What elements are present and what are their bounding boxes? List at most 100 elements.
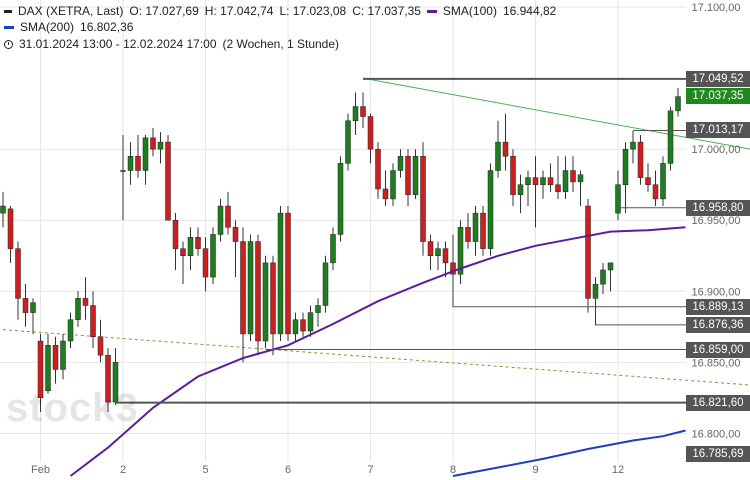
candle-body (570, 170, 576, 183)
candle-body (495, 141, 501, 171)
candle-body (352, 106, 359, 122)
candle-body (562, 170, 569, 193)
legend-open: O: 17.027,69 (129, 4, 199, 18)
candle-body (675, 96, 681, 112)
candle-body (187, 237, 194, 257)
candle-body (607, 262, 614, 271)
candle-body (67, 319, 74, 342)
candle-body (360, 106, 366, 117)
candle-body (367, 116, 374, 150)
candle-body (502, 141, 509, 157)
legend-instrument: DAX (XETRA, Last) (18, 4, 124, 18)
candle-body (315, 305, 321, 313)
candle-body (210, 234, 216, 278)
candle-body (37, 340, 44, 399)
candle-body (465, 227, 471, 242)
candle-body (52, 345, 59, 370)
candle-body (7, 208, 14, 249)
candle-body (262, 262, 269, 342)
level-price-tag: 17.013,17 (686, 122, 750, 139)
candle-body (540, 177, 546, 185)
candle-body (442, 248, 449, 264)
candle-body (307, 312, 314, 332)
candle-body (105, 354, 111, 403)
candle-body (157, 141, 164, 150)
candle-body (232, 227, 239, 242)
candle-body (75, 298, 81, 320)
candle-body (217, 205, 224, 235)
level-price-tag: 16.958,80 (686, 199, 750, 216)
x-tick-label: 7 (367, 464, 373, 476)
candle-body (577, 174, 584, 183)
candle-body (637, 141, 644, 178)
candle-body (240, 241, 246, 335)
legend-period-row: 31.01.2024 13:00 - 12.02.2024 17:00 (2 W… (4, 37, 345, 51)
candle-body (345, 120, 351, 164)
level-price-tag: 16.821,60 (686, 394, 750, 411)
candle-body (667, 110, 674, 164)
candle-body (172, 219, 179, 249)
candle-body (405, 156, 411, 195)
legend-period-note: (2 Wochen, 1 Stunde) (222, 37, 340, 51)
candle-body (532, 177, 539, 185)
candle-body (645, 177, 651, 185)
candle-body (322, 262, 329, 306)
y-tick-label: 17.100,00 (692, 2, 741, 14)
candle-body (97, 336, 104, 356)
x-tick-label: 8 (450, 464, 456, 476)
candle-body (90, 305, 96, 338)
candle-body (412, 156, 419, 195)
candle-body (180, 248, 186, 257)
candle-body (300, 319, 306, 332)
legend-sma100-value: 16.944,82 (502, 4, 557, 18)
candle-body (457, 227, 464, 275)
candle-body (615, 184, 621, 214)
candle-body (660, 163, 666, 200)
candle-body (45, 345, 51, 391)
level-price-tag: 16.859,00 (686, 341, 750, 358)
candle-body (480, 212, 486, 249)
level-price-tag: 17.049,52 (686, 70, 750, 87)
candle-body (435, 248, 441, 257)
candle-body (15, 248, 21, 299)
candle-body (127, 156, 134, 171)
candle-body (60, 340, 66, 370)
sma100-line-icon (426, 9, 437, 13)
candle-body (225, 205, 231, 228)
candle-body (630, 141, 636, 150)
level-price-tag: 16.876,36 (686, 316, 750, 333)
candle-body (330, 234, 336, 264)
candle-body (525, 177, 531, 185)
legend-sma100-name: SMA(100) (442, 4, 497, 18)
legend-sma200-row: SMA(200) 16.802,36 (4, 20, 139, 34)
y-tick-label: 16.800,00 (692, 428, 741, 440)
candle-body (255, 241, 261, 342)
candle-body (555, 184, 561, 193)
instrument-line-icon (4, 9, 12, 13)
candle-body (517, 184, 524, 195)
candle-body (165, 141, 171, 221)
candle-body (600, 269, 606, 285)
candle-body (120, 170, 126, 172)
sma100-line (69, 226, 686, 477)
clock-icon (4, 39, 13, 49)
x-tick-label: 2 (120, 464, 126, 476)
legend-close: C: 17.037,35 (352, 4, 421, 18)
candle-body (487, 170, 494, 249)
candle-body (592, 283, 599, 299)
candle-body (270, 262, 276, 335)
candle-body (420, 156, 426, 242)
x-tick-label: 5 (202, 464, 208, 476)
level-price-tag: 16.889,13 (686, 298, 750, 315)
candle-body (652, 184, 659, 200)
y-tick-label: 17.000,00 (692, 144, 741, 156)
legend-high: H: 17.042,74 (204, 4, 274, 18)
candle-body (277, 212, 284, 335)
candle-body (30, 302, 36, 313)
candle-body (622, 148, 629, 185)
legend-sma200-value: 16.802,36 (80, 20, 134, 34)
legend-sma200-name: SMA(200) (20, 20, 75, 34)
legend-period: 31.01.2024 13:00 - 12.02.2024 17:00 (19, 37, 217, 51)
